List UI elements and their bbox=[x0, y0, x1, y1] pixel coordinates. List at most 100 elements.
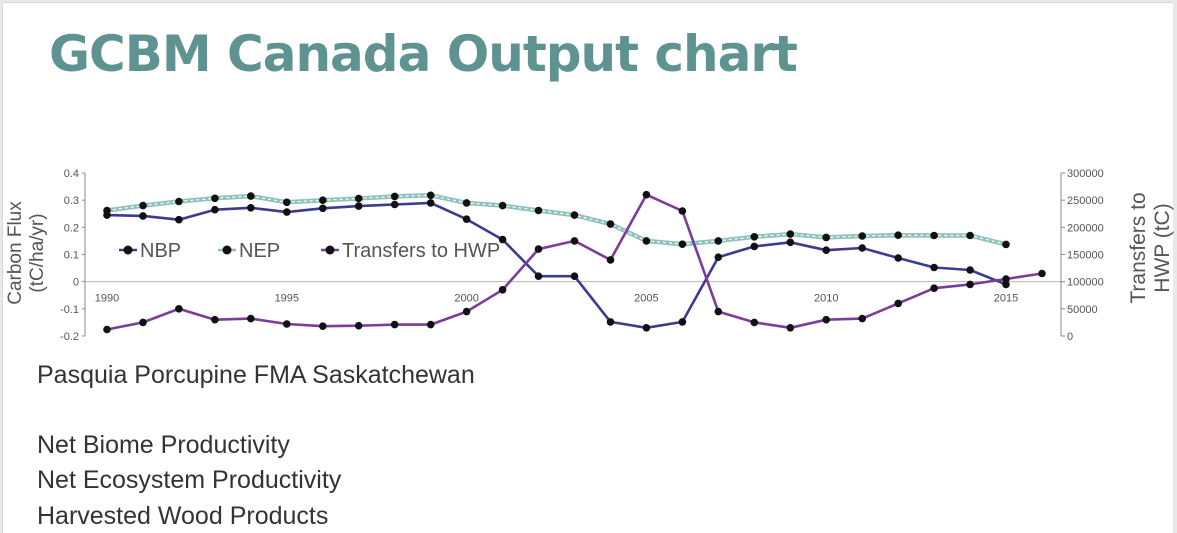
data-point-nep bbox=[175, 197, 183, 206]
x-tick-label: 2000 bbox=[454, 293, 478, 305]
left-axis-title: Carbon Flux (tC/ha/yr) bbox=[5, 201, 48, 305]
left-tick-label: 0.4 bbox=[64, 168, 79, 180]
x-tick-label: 1995 bbox=[275, 293, 299, 305]
data-point-nbp bbox=[390, 200, 399, 209]
data-point-transfers-to-hwp bbox=[930, 284, 938, 292]
data-point-transfers-to-hwp bbox=[1002, 275, 1010, 283]
data-point-transfers-to-hwp bbox=[606, 256, 615, 264]
data-point-nbp bbox=[570, 272, 579, 280]
data-point-nep bbox=[822, 233, 830, 242]
data-point-nep bbox=[498, 201, 507, 210]
data-point-transfers-to-hwp bbox=[390, 320, 399, 329]
data-point-nbp bbox=[175, 215, 183, 224]
data-point-nbp bbox=[966, 266, 974, 274]
data-point-nep bbox=[283, 198, 291, 207]
data-point-transfers-to-hwp bbox=[786, 324, 795, 332]
right-tick-label: 50000 bbox=[1067, 304, 1098, 316]
data-point-nbp bbox=[354, 202, 363, 210]
data-point-transfers-to-hwp bbox=[966, 280, 974, 289]
chart: Carbon Flux (tC/ha/yr) Transfers to HWP … bbox=[5, 168, 1174, 343]
data-point-transfers-to-hwp bbox=[426, 320, 435, 329]
data-point-transfers-to-hwp bbox=[714, 307, 723, 316]
data-point-nep bbox=[211, 194, 219, 203]
data-point-nbp bbox=[750, 242, 759, 251]
data-point-transfers-to-hwp bbox=[175, 305, 183, 313]
plot-area: -0.2 -0.1 0 0.1 0.2 0.3 0.4 0 50000 100000 150000 2… bbox=[60, 168, 1104, 343]
data-point-nbp bbox=[1002, 280, 1010, 289]
right-axis-label: Transfers to bbox=[1127, 192, 1150, 303]
data-point-nep bbox=[139, 201, 147, 210]
data-point-nbp bbox=[283, 208, 291, 216]
nep-caption: Net Ecosystem Productivity bbox=[37, 466, 342, 494]
data-point-nep bbox=[750, 233, 759, 241]
x-tick-label: 1990 bbox=[95, 293, 119, 305]
data-point-nbp bbox=[894, 254, 902, 262]
data-point-nep bbox=[426, 191, 435, 200]
legend-label-transfers-to-hwp: Transfers to HWP bbox=[342, 240, 500, 262]
right-tick-label: 250000 bbox=[1067, 195, 1104, 207]
data-point-transfers-to-hwp bbox=[354, 321, 363, 330]
legend-label-nbp: NBP bbox=[140, 240, 181, 262]
data-point-nep bbox=[858, 232, 866, 240]
data-point-nbp bbox=[858, 244, 866, 252]
data-point-nep bbox=[462, 199, 471, 207]
data-point-transfers-to-hwp bbox=[319, 322, 327, 330]
data-point-transfers-to-hwp bbox=[247, 314, 255, 323]
left-tick-label: -0.1 bbox=[60, 304, 79, 316]
right-tick-label: 150000 bbox=[1067, 250, 1104, 262]
x-tick-label: 2015 bbox=[994, 293, 1018, 305]
data-point-nbp bbox=[426, 199, 435, 207]
data-point-nbp bbox=[139, 212, 147, 220]
data-point-transfers-to-hwp bbox=[894, 299, 902, 308]
right-tick-label: 0 bbox=[1067, 331, 1073, 343]
data-point-transfers-to-hwp bbox=[1038, 269, 1046, 278]
data-point-nbp bbox=[462, 215, 471, 223]
series-line-nep bbox=[106, 193, 1007, 247]
data-point-transfers-to-hwp bbox=[534, 245, 543, 253]
data-point-nbp bbox=[678, 318, 687, 326]
slide-title: GCBM Canada Output chart bbox=[49, 25, 798, 83]
data-point-nep bbox=[247, 192, 255, 200]
data-point-nbp bbox=[319, 204, 327, 213]
data-point-nbp bbox=[822, 246, 830, 254]
data-point-transfers-to-hwp bbox=[570, 237, 579, 245]
right-tick-label: 100000 bbox=[1067, 277, 1104, 289]
data-point-nep bbox=[966, 231, 974, 240]
data-point-nep bbox=[534, 206, 543, 215]
data-point-nep bbox=[642, 237, 651, 245]
right-tick-label: 300000 bbox=[1067, 168, 1104, 180]
data-point-transfers-to-hwp bbox=[283, 320, 291, 328]
data-point-nep bbox=[930, 231, 938, 240]
data-point-nbp bbox=[247, 204, 255, 212]
legend-marker-nep bbox=[222, 245, 232, 255]
left-tick-label: 0 bbox=[73, 277, 79, 289]
data-point-nep bbox=[606, 220, 615, 228]
data-point-nbp bbox=[642, 324, 651, 332]
legend-marker-transfers-to-hwp bbox=[325, 245, 335, 255]
left-axis-label-unit: (tC/ha/yr) bbox=[27, 213, 48, 292]
legend-label-nep: NEP bbox=[239, 240, 280, 262]
left-tick-label: 0.3 bbox=[64, 195, 79, 207]
left-tick-label: 0.1 bbox=[64, 250, 79, 262]
data-point-transfers-to-hwp bbox=[139, 318, 147, 327]
right-axis-label-unit: HWP (tC) bbox=[1151, 203, 1174, 292]
data-point-nbp bbox=[498, 235, 507, 244]
data-point-transfers-to-hwp bbox=[211, 315, 219, 324]
data-point-nbp bbox=[211, 205, 219, 214]
data-point-nbp bbox=[714, 253, 723, 261]
data-point-nep bbox=[354, 194, 363, 203]
x-tick-label: 2010 bbox=[814, 293, 838, 305]
nbp-caption: Net Biome Productivity bbox=[37, 431, 290, 459]
data-point-nep bbox=[570, 211, 579, 219]
left-tick-label: 0.2 bbox=[64, 222, 79, 234]
legend-marker-nbp bbox=[123, 245, 133, 255]
data-point-nep bbox=[678, 240, 687, 248]
data-point-nep bbox=[714, 237, 723, 245]
right-axis-title: Transfers to HWP (tC) bbox=[1127, 192, 1174, 303]
data-point-nbp bbox=[786, 238, 795, 247]
data-point-nep bbox=[786, 230, 795, 238]
data-point-nep bbox=[390, 192, 399, 201]
x-tick-label: 2005 bbox=[634, 293, 658, 305]
data-point-transfers-to-hwp bbox=[678, 207, 687, 215]
